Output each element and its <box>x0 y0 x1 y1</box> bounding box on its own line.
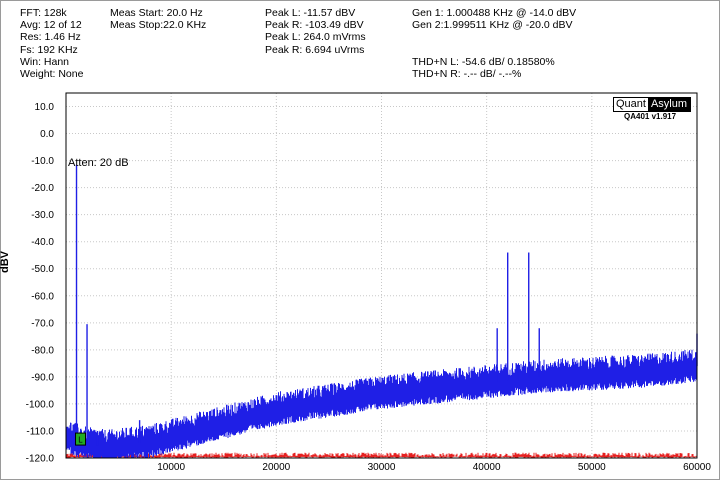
thdn-left: THD+N L: -54.6 dB/ 0.18580% <box>412 56 555 68</box>
x-tick-label: 40000 <box>473 462 501 473</box>
y-tick-label: -120.0 <box>26 454 55 465</box>
peak-readout-panel: Peak L: -11.57 dBV Peak R: -103.49 dBV P… <box>265 7 366 56</box>
y-tick-label: -30.0 <box>31 210 54 221</box>
atten-annotation: Atten: 20 dB <box>68 157 129 169</box>
peak-right-dbv: Peak R: -103.49 dBV <box>265 19 364 32</box>
window-type: Win: Hann <box>20 55 70 68</box>
y-tick-label: -90.0 <box>31 372 54 383</box>
y-tick-label: -20.0 <box>31 183 54 194</box>
peak-left-dbv: Peak L: -11.57 dBV <box>265 7 356 19</box>
version-label: QA401 v1.917 <box>624 112 677 121</box>
channel-marker <box>75 432 87 446</box>
fft-settings-panel: FFT: 128k Avg: 12 of 12 Res: 1.46 Hz Fs:… <box>20 7 83 80</box>
y-tick-labels: 10.0 0.0 -10.0 -20.0 -30.0 -40.0 -50.0 -60.0 -70… <box>26 102 55 464</box>
thdn-panel: THD+N L: -54.6 dB/ 0.18580% THD+N R: -.-… <box>412 56 555 80</box>
averages: Avg: 12 of 12 <box>20 19 82 32</box>
logo-part2: Asylum <box>647 98 691 111</box>
fft-size: FFT: 128k <box>20 7 67 19</box>
resolution: Res: 1.46 Hz <box>20 31 81 44</box>
meas-start: Meas Start: 20.0 Hz <box>110 7 203 19</box>
generator-panel: Gen 1: 1.000488 KHz @ -14.0 dBV Gen 2:1.… <box>412 7 576 31</box>
y-tick-label: -110.0 <box>26 426 54 437</box>
quantasylum-logo: Quant Asylum <box>613 97 692 112</box>
y-tick-label: -70.0 <box>31 318 54 329</box>
thdn-right: THD+N R: -.-- dB/ -.--% <box>412 68 522 81</box>
x-tick-label: 20000 <box>262 462 290 473</box>
peak-right-vrms: Peak R: 6.694 uVrms <box>265 43 365 56</box>
plot-area-border <box>65 92 698 459</box>
weighting: Weight: None <box>20 67 84 80</box>
peak-left-vrms: Peak L: 264.0 mVrms <box>265 31 366 44</box>
x-tick-label: 10000 <box>157 462 185 473</box>
channel-marker-label: L <box>78 436 83 445</box>
y-tick-label: -10.0 <box>31 156 54 167</box>
gen2-setting: Gen 2:1.999511 KHz @ -20.0 dBV <box>412 19 573 32</box>
meas-stop: Meas Stop:22.0 KHz <box>110 19 207 32</box>
y-tick-label: 0.0 <box>40 129 54 140</box>
y-tick-label: -40.0 <box>31 237 54 248</box>
sample-rate: Fs: 192 KHz <box>20 43 78 56</box>
x-tick-labels: 10000 20000 30000 40000 50000 60000 <box>157 462 711 473</box>
x-tick-label: 50000 <box>578 462 606 473</box>
gen1-setting: Gen 1: 1.000488 KHz @ -14.0 dBV <box>412 7 577 19</box>
measurement-range-panel: Meas Start: 20.0 Hz Meas Stop:22.0 KHz <box>110 7 206 31</box>
x-tick-label: 60000 <box>683 462 711 473</box>
x-tick-label: 30000 <box>368 462 396 473</box>
y-tick-label: -50.0 <box>31 264 54 275</box>
y-tick-label: -60.0 <box>31 291 54 302</box>
y-tick-label: -80.0 <box>31 345 54 356</box>
y-tick-label: 10.0 <box>35 102 55 113</box>
logo-part1: Quant <box>614 98 648 111</box>
y-tick-label: -100.0 <box>26 399 55 410</box>
